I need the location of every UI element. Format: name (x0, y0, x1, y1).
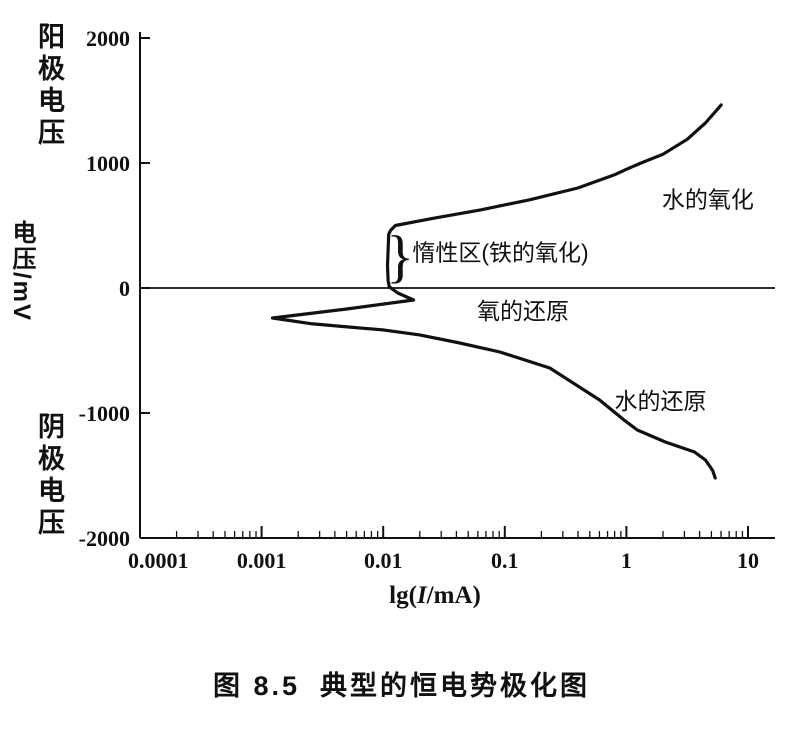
current-symbol: I (416, 582, 427, 609)
x-tick-label: 0.01 (364, 548, 403, 573)
passive-region-brace: } (386, 224, 414, 289)
y-tick-label: 2000 (86, 26, 130, 51)
y-axis-label-cathode: 阴极电压 (34, 412, 64, 540)
y-tick-label: 0 (119, 276, 130, 301)
annotation-water-oxidation: 水的氧化 (662, 186, 754, 212)
figure-number: 图 8.5 (212, 671, 301, 701)
curve-polarization-curve (270, 103, 723, 480)
x-tick-label: 1 (621, 548, 632, 573)
y-axis-label-anode: 阳极电压 (34, 22, 64, 150)
x-tick-label: 0.001 (237, 548, 287, 573)
x-tick-label: 0.0001 (128, 548, 189, 573)
y-tick-label: -2000 (79, 526, 130, 551)
x-tick-label: 0.1 (491, 548, 519, 573)
figure-caption: 图 8.5 典型的恒电势极化图 (0, 664, 803, 703)
x-axis-title-prefix: lg( (389, 582, 417, 609)
x-tick-label: 10 (737, 548, 759, 573)
annotation-water-reduction: 水的还原 (614, 388, 706, 414)
x-axis-title: lg(I/mA) (130, 582, 740, 610)
x-axis-title-suffix: /mA) (426, 582, 481, 609)
y-tick-label: 1000 (86, 151, 130, 176)
annotation-oxygen-reduction: 氧的还原 (477, 298, 569, 324)
y-axis-label: 电压/mV (8, 220, 35, 323)
figure-title: 典型的恒电势极化图 (320, 671, 591, 701)
annotation-passive-region: 惰性区(铁的氧化) (412, 239, 588, 265)
y-tick-label: -1000 (79, 401, 130, 426)
